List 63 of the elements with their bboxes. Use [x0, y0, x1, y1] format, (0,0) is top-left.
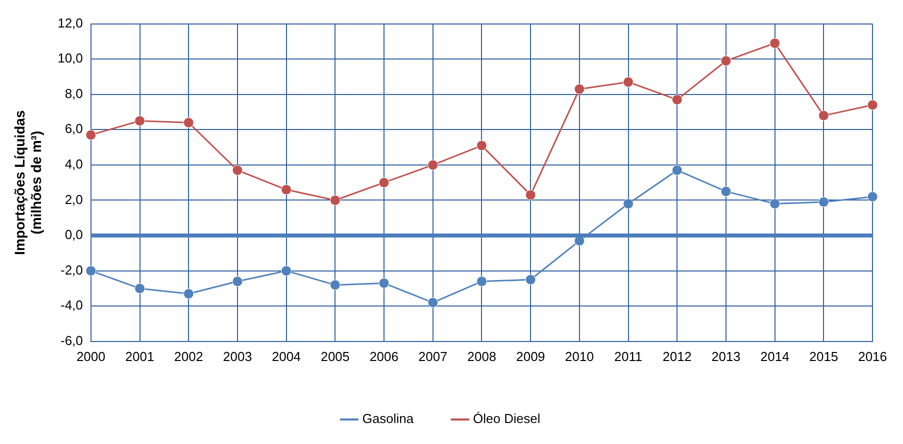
x-tick-label: 2008: [467, 348, 496, 364]
x-tick-label: 2014: [760, 348, 790, 364]
x-tick-label: 2001: [125, 348, 154, 364]
x-tick-label: 2003: [223, 348, 252, 364]
point: [330, 194, 340, 206]
point: [378, 177, 390, 188]
x-tick-label: 2010: [564, 348, 594, 364]
point: [378, 278, 390, 288]
x-tick-label: 2016: [858, 348, 887, 364]
y-tick-label: -4,0: [60, 298, 83, 313]
point: [867, 191, 878, 202]
point: [281, 184, 292, 195]
x-tick-label: 2000: [76, 348, 106, 364]
x-tick-label: 2007: [418, 348, 448, 364]
point: [672, 165, 682, 176]
x-tick-label: 2013: [712, 348, 740, 364]
x-tick-label: 2012: [662, 348, 692, 364]
point: [818, 196, 829, 208]
point: [525, 190, 536, 200]
y-tick-label: 6,0: [64, 121, 83, 136]
point: [183, 117, 194, 128]
point: [86, 130, 96, 140]
point: [476, 276, 487, 287]
point: [720, 56, 732, 66]
point: [134, 116, 146, 126]
y-tick-label: -6,0: [60, 332, 83, 348]
x-tick-label: 2009: [516, 348, 546, 364]
y-tick-label: 4,0: [64, 156, 83, 172]
y-tick-label: -2,0: [60, 262, 83, 278]
point: [428, 297, 438, 308]
point: [281, 266, 292, 276]
y-axis-title: Importações Líquidas (milhões de m³): [11, 110, 44, 255]
point: [476, 140, 487, 151]
point: [232, 165, 243, 176]
point: [867, 100, 878, 110]
point: [720, 186, 732, 197]
y-tick-label: 12,0: [58, 15, 83, 30]
y-tick-label: 2,0: [64, 192, 83, 207]
point: [428, 160, 438, 170]
point: [672, 94, 682, 105]
point: [525, 274, 536, 285]
x-tick-label: 2004: [272, 348, 301, 364]
point: [134, 283, 146, 294]
y-tick-label: 10,0: [58, 50, 83, 66]
point: [86, 266, 96, 276]
point: [183, 288, 194, 300]
point: [770, 38, 780, 48]
point: [330, 280, 340, 290]
y-tick-label: 8,0: [64, 86, 83, 101]
point: [232, 276, 243, 287]
x-tick-label: 2005: [320, 348, 350, 364]
point: [770, 198, 780, 210]
x-tick-label: 2002: [174, 348, 204, 364]
legend-label: Óleo Diesel: [473, 411, 540, 426]
x-tick-label: 2015: [809, 348, 838, 364]
point: [818, 110, 829, 121]
x-tick-label: 2006: [370, 348, 398, 364]
point: [574, 84, 585, 94]
y-tick-label: 0,0: [64, 227, 83, 242]
point: [623, 198, 634, 210]
x-tick-label: 2011: [614, 348, 642, 364]
legend-label: Gasolina: [362, 411, 414, 426]
point: [623, 76, 634, 88]
